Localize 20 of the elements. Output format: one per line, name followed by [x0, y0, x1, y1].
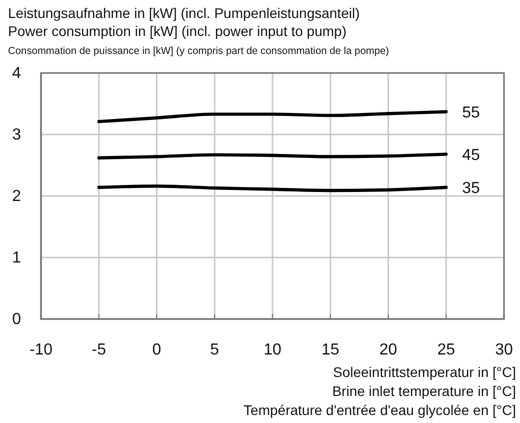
y-tick-label: 1	[12, 250, 22, 267]
x-tick-label: 0	[152, 341, 162, 358]
x-tick-label: -5	[92, 341, 106, 358]
x-tick-label: 5	[210, 341, 220, 358]
y-axis-title: Leistungsaufnahme in [kW] (incl. Pumpenleistungsanteil) Power consumption in [kW] (incl. power input to pump) Consommation de puissance in [kW] (y compris part de consommation de la pompe)	[8, 5, 390, 57]
series-label: 45	[462, 146, 480, 164]
x-tick-label: 30	[495, 341, 513, 358]
x-tick-label: 25	[437, 341, 456, 358]
series-label: 35	[462, 180, 480, 197]
line-series	[97, 110, 448, 124]
y-tick-label: 0	[12, 311, 22, 328]
series-label: 55	[462, 104, 480, 122]
y-tick-label: 2	[12, 188, 22, 206]
x-tick-label: 15	[321, 341, 340, 358]
y-tick-label: 3	[12, 126, 22, 144]
x-tick-label: -10	[29, 341, 53, 358]
x-tick-label: 10	[264, 341, 282, 358]
x-tick-label: 20	[379, 341, 398, 358]
x-axis-title: Soleeintrittstemperatur in [°C] Brine inlet temperature in [°C] Température d'entrée d'eau glycolée en [°C]	[244, 364, 516, 418]
y-tick-label: 4	[12, 65, 22, 82]
